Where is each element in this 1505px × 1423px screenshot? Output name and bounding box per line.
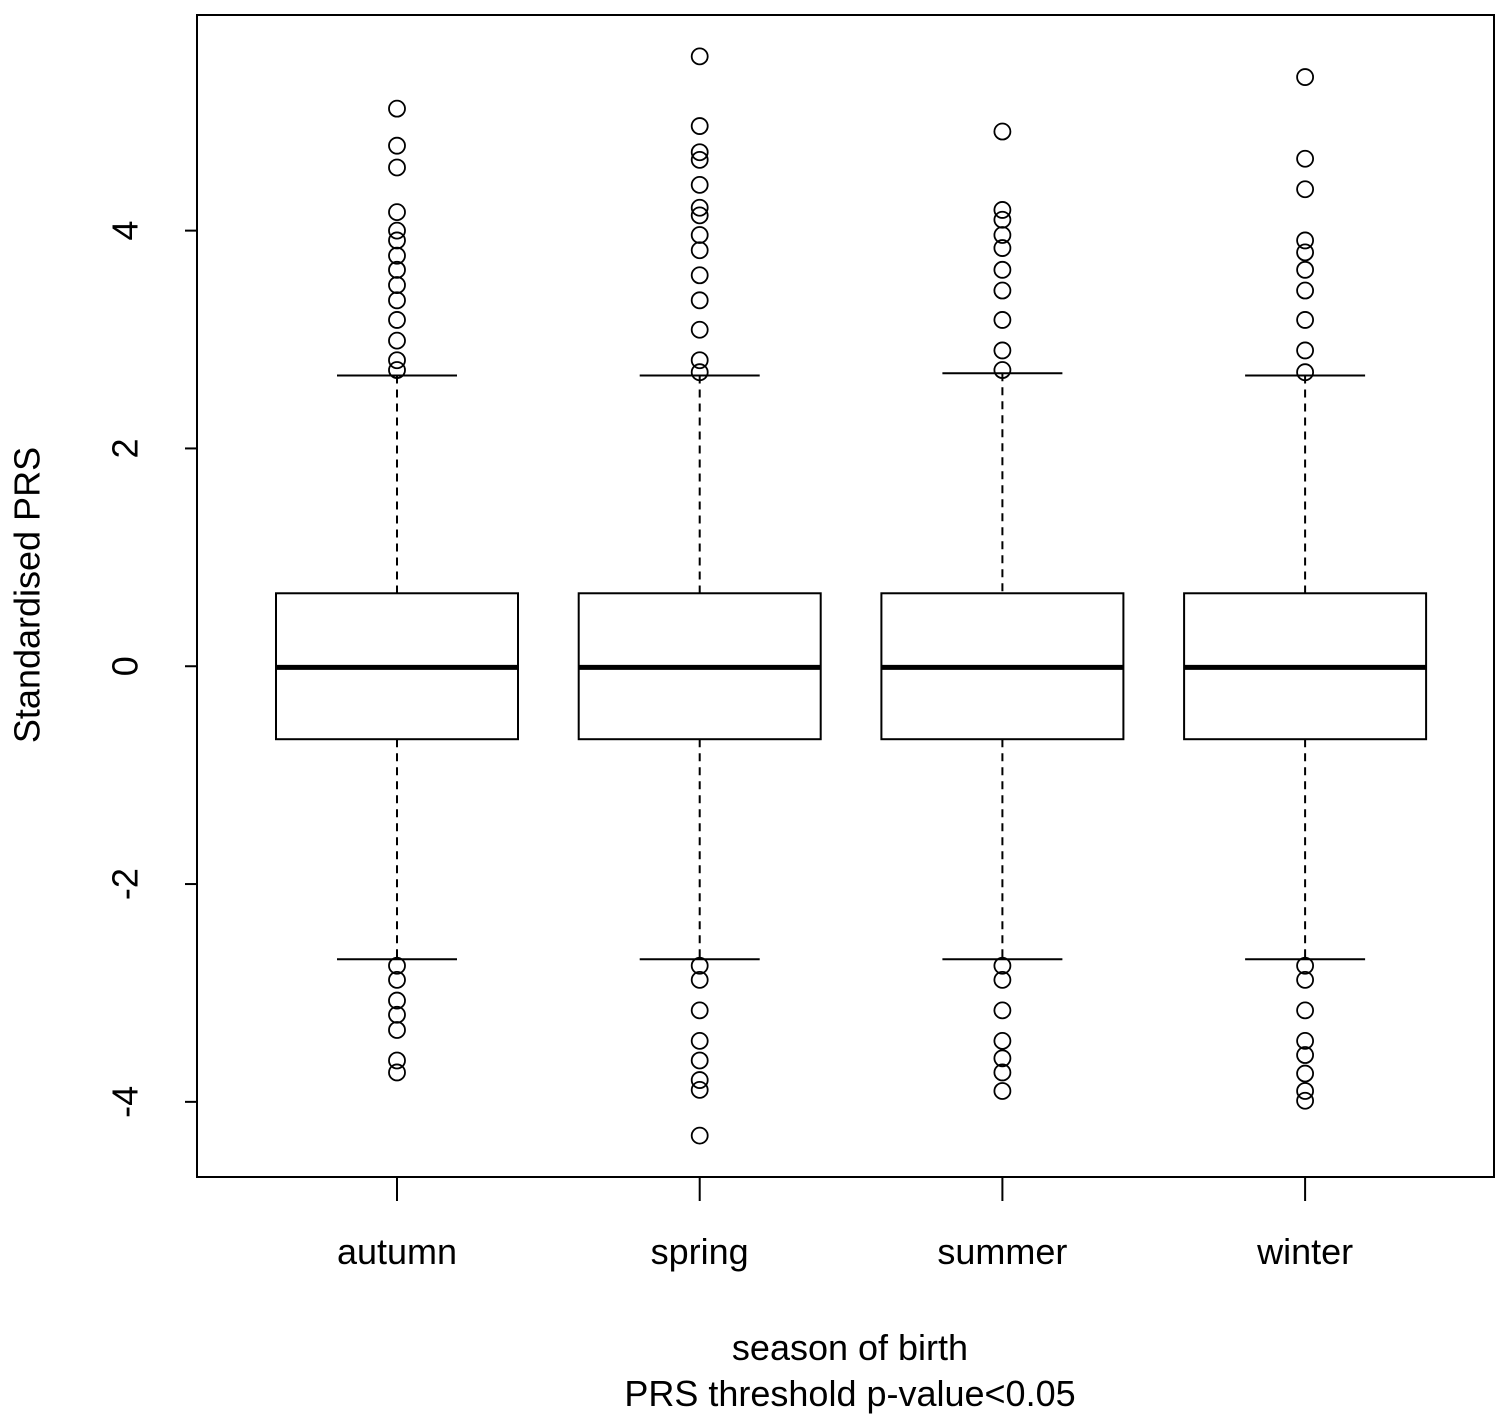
outlier [388,231,406,250]
outlier [993,226,1012,244]
outlier [690,291,709,310]
x-axis-label: season of birth [732,1327,968,1368]
outlier [690,47,709,66]
outlier [993,311,1012,329]
outlier [690,351,709,370]
x-tick-label: summer [937,1231,1067,1272]
outlier [1296,149,1314,168]
y-tick-label: 4 [105,221,146,241]
outlier [1296,956,1314,975]
outlier [388,956,406,975]
outlier [993,361,1012,379]
outlier [1296,311,1314,329]
outlier [388,276,406,294]
outlier [690,206,709,225]
x-tick-label: winter [1256,1231,1353,1272]
outlier [388,246,406,265]
outlier [993,201,1012,219]
plot-frame [196,14,1495,1178]
outlier [1296,243,1314,262]
outlier [1296,1031,1314,1050]
outlier [993,1082,1012,1100]
outlier [993,956,1012,975]
outlier [690,226,709,244]
outlier [1296,180,1314,199]
outlier [1296,1064,1314,1083]
outlier [690,266,709,285]
outlier [690,970,709,989]
outlier [993,210,1012,229]
outlier [388,99,406,118]
outlier [388,136,406,155]
outlier [1296,1046,1314,1064]
y-tick-label: -4 [105,1086,146,1118]
y-tick-label: 0 [105,656,146,676]
x-tick-label: spring [651,1231,749,1272]
outlier [388,291,406,310]
outlier [1296,1001,1314,1020]
outlier [1296,231,1314,250]
y-axis-label: Standardised PRS [7,447,48,743]
outlier [690,363,709,382]
outlier [993,341,1012,360]
outlier [690,1071,709,1089]
outlier [1296,970,1314,989]
outlier [388,991,406,1010]
outlier [993,1049,1012,1068]
outlier [690,1051,709,1070]
outlier [690,150,709,169]
y-tick-label: 2 [105,438,146,458]
outlier [993,1031,1012,1050]
outlier [388,311,406,329]
subtitle: PRS threshold p-value<0.05 [624,1373,1075,1414]
outlier [388,1063,406,1082]
outlier [690,1080,709,1099]
outlier [388,1051,406,1070]
y-tick-label: -2 [105,868,146,900]
outlier [388,970,406,989]
outlier [388,331,406,350]
outlier [690,198,709,217]
outlier [690,1001,709,1020]
outlier [388,158,406,177]
outlier [1296,68,1314,86]
outlier [993,239,1012,257]
outlier [388,1021,406,1039]
x-tick-label: autumn [337,1231,457,1272]
outlier [388,351,406,370]
outlier [1296,281,1314,300]
outlier [690,143,709,162]
outlier [690,1126,709,1145]
outlier [1296,260,1314,279]
outlier [690,175,709,194]
outlier [993,281,1012,300]
outlier [993,1001,1012,1020]
outlier [690,956,709,975]
outlier [690,241,709,260]
outlier [690,117,709,135]
outlier [993,1063,1012,1082]
outlier [388,361,406,379]
outlier [690,1031,709,1050]
outlier [388,203,406,222]
outlier [1296,363,1314,382]
outlier [1296,1091,1314,1110]
outlier [993,260,1012,279]
outlier [388,221,406,240]
outlier [993,970,1012,989]
outlier [1296,1082,1314,1100]
outlier [690,320,709,339]
outlier [993,122,1012,141]
outlier [1296,341,1314,360]
